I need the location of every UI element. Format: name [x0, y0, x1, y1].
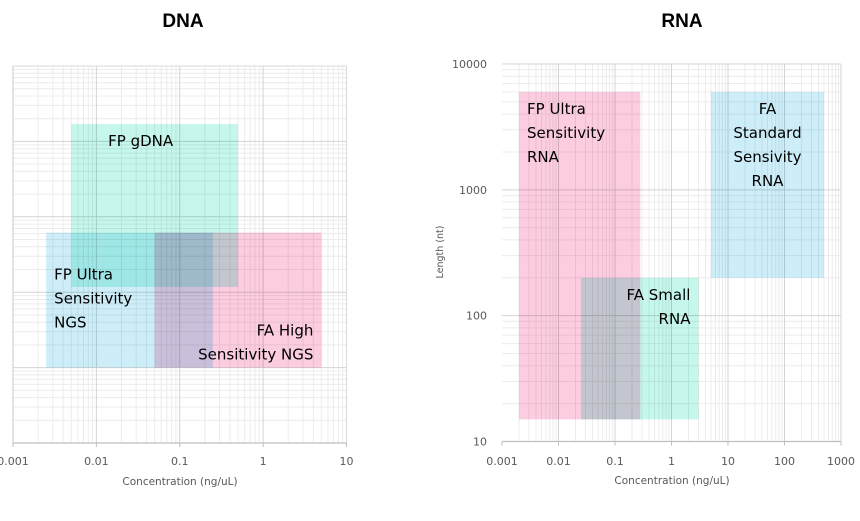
y-tick-label: 10000 — [452, 58, 487, 71]
region-label-fa-high-sensitivity-ngs: Sensitivity NGS — [198, 346, 313, 364]
region-label-fp-ultra-sensitivity-rna: RNA — [527, 148, 560, 166]
region-fa-small-rna — [580, 277, 699, 420]
x-tick-label: 0.01 — [84, 455, 109, 468]
y-tick-label: 100 — [466, 310, 487, 323]
x-tick-label: 1 — [260, 455, 267, 468]
x-tick-label: 0.1 — [171, 455, 189, 468]
dna-x-tick-labels: 0.001 0.01 0.1 1 10 — [0, 455, 354, 468]
rna-x-axis-title: Concentration (ng/uL) — [614, 475, 729, 487]
rna-chart: RNA 0.001 0.01 0.1 1 10 100 1000 10 100 1000 1000… — [435, 11, 855, 487]
x-tick-label: 10 — [340, 455, 354, 468]
x-tick-label: 100 — [774, 455, 795, 468]
x-tick-label: 0.01 — [546, 455, 571, 468]
x-tick-label: 10 — [721, 455, 735, 468]
region-label-fp-ultra-sensitivity-rna: Sensitivity — [527, 124, 605, 142]
dna-chart: DNA 0.001 0.01 0.1 1 10 FP gDNA FP Ultra Sensi… — [0, 11, 354, 488]
region-label-fp-ultra-sensitivity-ngs: NGS — [54, 314, 86, 332]
region-label-fp-ultra-sensitivity-ngs: Sensitivity — [54, 290, 132, 308]
y-tick-label: 10 — [473, 436, 487, 449]
x-tick-label: 1 — [668, 455, 675, 468]
rna-chart-title: RNA — [661, 11, 702, 32]
rna-x-tick-labels: 0.001 0.01 0.1 1 10 100 1000 — [486, 455, 855, 468]
dna-chart-title: DNA — [162, 11, 203, 32]
region-label-fp-ultra-sensitivity-ngs: FP Ultra — [54, 266, 113, 284]
y-tick-label: 1000 — [459, 184, 487, 197]
region-label-fp-gdna: FP gDNA — [108, 132, 174, 150]
region-fa-standard-sensivity-rna — [710, 91, 824, 278]
dna-x-axis-title: Concentration (ng/uL) — [122, 476, 237, 488]
region-label-fa-standard-sensivity-rna: Sensivity — [733, 148, 801, 166]
rna-region-labels: FP Ultra Sensitivity RNA FA Small RNA FA Stand… — [527, 100, 802, 328]
rna-regions — [519, 91, 824, 420]
region-label-fa-standard-sensivity-rna: Standard — [733, 124, 801, 142]
rna-y-tick-labels: 10 100 1000 10000 — [452, 58, 487, 449]
region-label-fa-small-rna: RNA — [659, 310, 692, 328]
rna-axes — [501, 440, 842, 446]
region-label-fa-standard-sensivity-rna: FA — [759, 100, 777, 118]
x-tick-label: 0.001 — [486, 455, 518, 468]
dna-axes — [12, 65, 347, 447]
x-tick-label: 0.1 — [606, 455, 624, 468]
x-tick-label: 0.001 — [0, 455, 29, 468]
region-label-fa-standard-sensivity-rna: RNA — [752, 172, 785, 190]
dna-regions — [46, 124, 322, 368]
rna-y-axis-title: Length (nt) — [435, 226, 446, 279]
region-fa-high-sensitivity-ngs — [154, 232, 322, 368]
region-label-fa-high-sensitivity-ngs: FA High — [257, 322, 314, 340]
x-tick-label: 1000 — [827, 455, 855, 468]
dna-region-labels: FP gDNA FP Ultra Sensitivity NGS FA High Sens… — [54, 132, 313, 364]
region-label-fa-small-rna: FA Small — [627, 286, 691, 304]
region-label-fp-ultra-sensitivity-rna: FP Ultra — [527, 100, 586, 118]
